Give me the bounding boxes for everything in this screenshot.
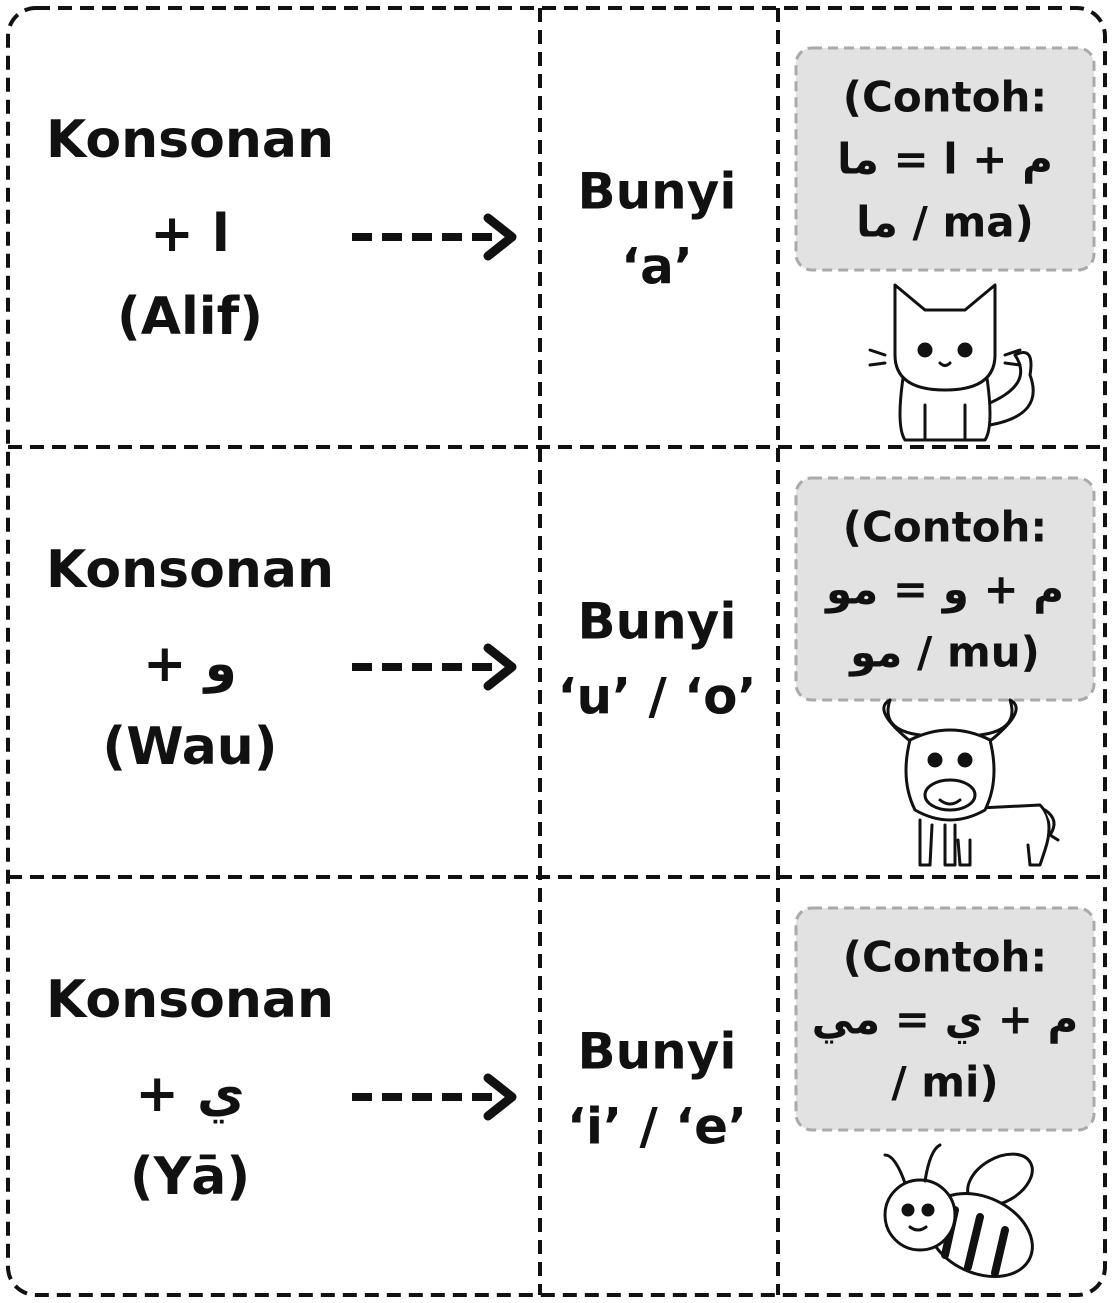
sound-label: Bunyi [577,1023,736,1081]
example-box [794,906,1096,1132]
arrow-head [483,213,517,261]
consonant-label: Konsonan [46,540,334,600]
bee-illustration [883,1143,1034,1279]
letter-name: (Yā) [130,1147,250,1207]
vowel-letter: + و [143,634,237,694]
sound: ‘i’ / ‘e’ [567,1098,747,1156]
example-line: م + ا = ما [837,135,1053,185]
buffalo-illustration [882,698,1060,867]
example-box [794,46,1096,272]
example-line: م + ي = مي [812,995,1079,1045]
cat-illustration [868,283,1035,442]
sound: ‘u’ / ‘o’ [558,668,757,726]
example-line: مو / mu) [848,628,1040,678]
arrow-head [483,1073,517,1121]
letter-name: (Alif) [117,287,263,347]
example-line: (Contoh: [843,933,1047,982]
sound-label: Bunyi [577,593,736,651]
consonant-label: Konsonan [46,970,334,1030]
letter-name: (Wau) [102,717,277,777]
example-box [794,476,1096,702]
example-line: / mi) [891,1058,998,1107]
vowel-letter: + ي [135,1064,244,1124]
consonant-label: Konsonan [46,110,334,170]
sound-label: Bunyi [577,163,736,221]
example-line: ما / ma) [856,198,1034,247]
sound: ‘a’ [621,238,693,296]
vowel-letter: + ا [150,204,230,264]
example-line: م + و = مو [824,565,1064,615]
example-line: (Contoh: [843,503,1047,552]
arrow-head [483,643,517,691]
example-line: (Contoh: [843,73,1047,122]
